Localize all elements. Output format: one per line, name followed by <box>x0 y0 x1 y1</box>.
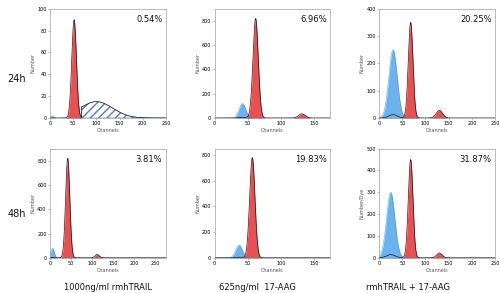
Y-axis label: Number: Number <box>31 193 36 213</box>
Text: rmhTRAIL + 17-AAG: rmhTRAIL + 17-AAG <box>366 282 450 292</box>
X-axis label: Channels: Channels <box>261 268 284 273</box>
Text: 24h: 24h <box>8 74 26 84</box>
Y-axis label: Number/Dye: Number/Dye <box>360 188 365 219</box>
Text: 19.83%: 19.83% <box>295 155 327 164</box>
Y-axis label: Number: Number <box>196 193 200 213</box>
Y-axis label: Number: Number <box>196 53 200 74</box>
X-axis label: Channels: Channels <box>261 128 284 133</box>
Text: 625ng/ml  17-AAG: 625ng/ml 17-AAG <box>219 282 296 292</box>
Y-axis label: Number: Number <box>31 53 36 74</box>
X-axis label: Channels: Channels <box>426 128 448 133</box>
Text: 1000ng/ml rmhTRAIL: 1000ng/ml rmhTRAIL <box>64 282 152 292</box>
Text: 20.25%: 20.25% <box>460 15 492 24</box>
Text: 0.54%: 0.54% <box>136 15 162 24</box>
Y-axis label: Number: Number <box>360 53 365 74</box>
Text: 31.87%: 31.87% <box>460 155 492 164</box>
X-axis label: Channels: Channels <box>426 268 448 273</box>
X-axis label: Channels: Channels <box>96 268 120 273</box>
Text: 6.96%: 6.96% <box>300 15 327 24</box>
Text: 48h: 48h <box>8 209 26 219</box>
X-axis label: Channels: Channels <box>96 128 120 133</box>
Text: 3.81%: 3.81% <box>136 155 162 164</box>
